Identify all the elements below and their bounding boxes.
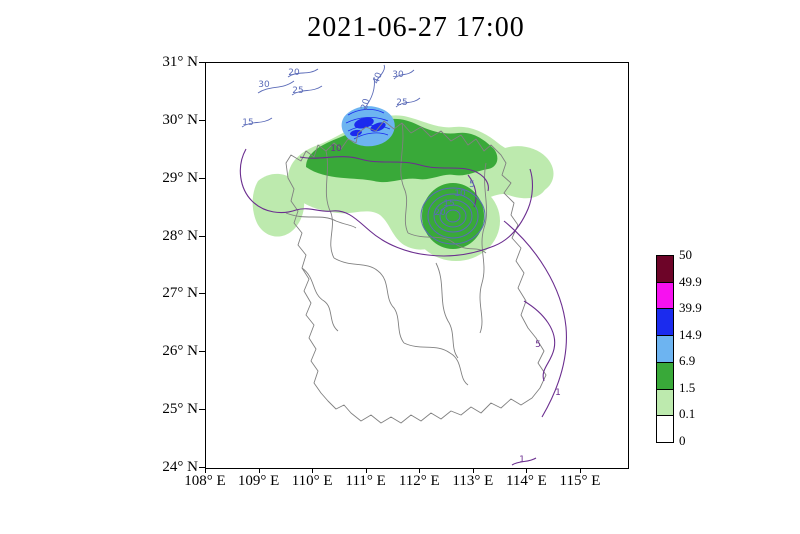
contour-lines-north: [241, 64, 421, 128]
y-tick-label: 24° N: [162, 458, 198, 475]
contour-label: 15: [242, 118, 253, 128]
precip-fill-blue: [341, 106, 395, 147]
colorbar-cell: [657, 361, 673, 389]
x-tick-label: 109° E: [237, 473, 280, 489]
contour-label: 30: [258, 80, 270, 90]
contour-lines: [239, 148, 567, 466]
contour-label: 20: [434, 208, 446, 218]
colorbar-cell: [657, 281, 673, 309]
contour-label: 25: [292, 86, 303, 96]
y-tick-label: 28° N: [162, 227, 198, 244]
colorbar-cell: [657, 335, 673, 362]
contour-label: 20: [360, 97, 373, 111]
x-tick-mark: [419, 468, 421, 473]
x-tick-label: 111° E: [345, 473, 386, 489]
x-tick-mark: [312, 468, 314, 473]
x-tick-mark: [579, 468, 581, 473]
y-tick-mark: [199, 177, 205, 179]
x-tick-label: 108° E: [184, 473, 226, 489]
y-tick-label: 31° N: [162, 54, 198, 70]
x-tick-mark: [526, 468, 528, 473]
chart-title: 2021-06-27 17:00: [307, 12, 525, 43]
x-tick-label: 113° E: [452, 473, 494, 489]
contour-label: 30: [392, 70, 404, 80]
x-tick-mark: [365, 468, 367, 473]
colorbar: [656, 255, 674, 443]
y-tick-label: 30° N: [162, 111, 198, 128]
y-tick-mark: [199, 235, 205, 237]
contour-rings: [420, 187, 486, 245]
colorbar-label: 6.9: [679, 353, 696, 369]
province-boundaries: [285, 120, 547, 424]
y-tick-label: 26° N: [162, 343, 198, 360]
contour-label: 5: [469, 180, 475, 190]
x-tick-label: 112° E: [398, 473, 440, 489]
contour-label: 1: [555, 388, 561, 398]
colorbar-label: 0: [679, 433, 686, 448]
y-tick-mark: [199, 409, 205, 411]
colorbar-label: 1.5: [679, 379, 696, 395]
y-tick-label: 25° N: [162, 401, 198, 418]
contour-label: 5: [535, 340, 541, 350]
y-tick-label: 29° N: [162, 169, 198, 186]
colorbar-label: 49.9: [679, 273, 702, 289]
colorbar-label: 39.9: [679, 300, 702, 316]
colorbar-cell: [657, 415, 673, 443]
colorbar-label: 0.1: [679, 406, 696, 422]
y-tick-label: 27° N: [162, 285, 198, 302]
x-tick-label: 114° E: [505, 473, 547, 489]
x-tick-label: 115° E: [559, 473, 601, 489]
colorbar-cell: [657, 388, 673, 416]
colorbar-cell: [657, 256, 673, 282]
colorbar-cell: [657, 308, 673, 336]
contour-label: 40: [371, 71, 384, 85]
plot-area: 30 20 25 15 40 20 30 25 10 5 10 15 20 5 1 1: [205, 62, 629, 469]
x-tick-mark: [472, 468, 474, 473]
x-tick-mark: [258, 468, 260, 473]
contour-label: 10: [454, 189, 466, 199]
x-tick-mark: [205, 468, 206, 473]
y-tick-mark: [199, 62, 205, 63]
x-tick-label: 110° E: [291, 473, 333, 489]
contour-label: 1: [519, 455, 525, 465]
y-tick-mark: [199, 119, 205, 121]
contour-label: 20: [288, 68, 300, 78]
colorbar-label: 14.9: [679, 326, 702, 342]
contour-label: 25: [396, 98, 407, 108]
y-tick-mark: [199, 351, 205, 353]
y-tick-mark: [199, 293, 205, 295]
province-outline: [285, 120, 547, 424]
y-tick-mark: [199, 466, 205, 468]
colorbar-label: 50: [679, 247, 692, 262]
contour-label: 15: [443, 199, 454, 209]
blue-contour-hatch: [345, 109, 391, 140]
contour-label: 10: [330, 144, 342, 154]
